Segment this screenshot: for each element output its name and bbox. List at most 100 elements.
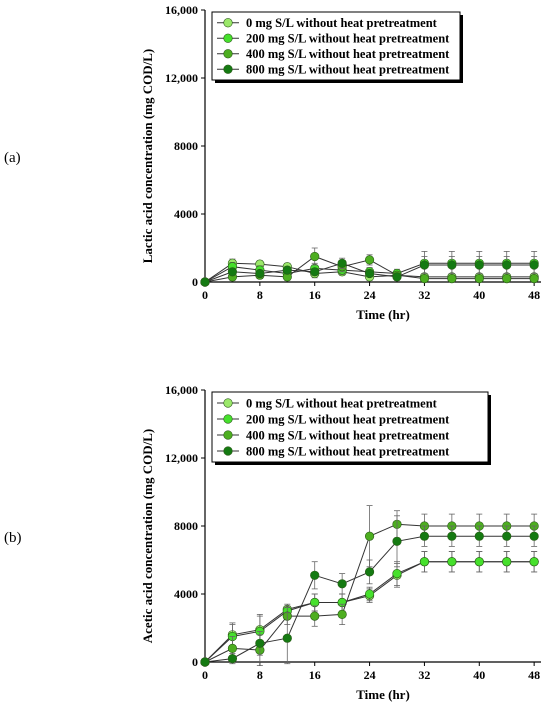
legend-marker <box>223 49 233 59</box>
legend-label: 400 mg S/L without heat pretreatment <box>246 47 450 61</box>
x-tick-label: 24 <box>364 288 376 302</box>
legend: 0 mg S/L without heat pretreatment 200 mg… <box>211 11 463 83</box>
data-point <box>419 531 430 541</box>
x-tick-label: 48 <box>528 668 540 682</box>
data-point <box>227 267 238 277</box>
data-point <box>529 260 539 270</box>
data-point <box>447 557 457 567</box>
data-point <box>502 260 512 270</box>
data-point <box>310 611 320 621</box>
legend-label: 200 mg S/L without heat pretreatment <box>246 412 450 426</box>
x-tick-label: 8 <box>257 288 263 302</box>
data-point <box>474 260 484 270</box>
data-point <box>227 653 238 664</box>
data-point <box>255 638 265 648</box>
data-point <box>364 589 375 599</box>
y-tick-label: 8000 <box>174 139 198 153</box>
y-axis-title: Acetic acid concentration (mg COD/L) <box>140 429 155 643</box>
x-tick-label: 32 <box>418 288 430 302</box>
data-point <box>282 633 292 643</box>
data-point <box>474 531 484 541</box>
data-point <box>310 251 320 262</box>
x-tick-label: 0 <box>202 668 208 682</box>
data-point <box>447 531 457 541</box>
chart-panel-a: (a) 0 4000 8000 12,000 16,000 0 8 16 24 32 40 48 Time… <box>4 3 541 322</box>
data-point <box>337 579 347 589</box>
x-tick-label: 40 <box>473 288 485 302</box>
data-point <box>200 277 210 287</box>
data-point <box>337 258 347 268</box>
legend-label: 200 mg S/L without heat pretreatment <box>246 32 450 46</box>
y-tick-label: 16,000 <box>165 3 198 17</box>
x-axis-title: Time (hr) <box>356 307 410 322</box>
y-tick-label: 4000 <box>174 587 198 601</box>
data-point <box>419 557 430 567</box>
legend-marker <box>223 33 233 43</box>
x-axis-title: Time (hr) <box>356 687 410 702</box>
x-tick-label: 16 <box>309 288 321 302</box>
y-tick-label: 12,000 <box>165 451 198 465</box>
data-point <box>227 643 238 654</box>
legend-marker <box>223 64 233 74</box>
series-2 <box>200 505 539 667</box>
data-point <box>529 274 539 284</box>
y-tick-label: 12,000 <box>165 71 198 85</box>
panel-label: (a) <box>4 150 21 166</box>
x-tick-label: 8 <box>257 668 263 682</box>
data-point <box>364 268 375 279</box>
data-point <box>474 274 484 284</box>
panel-label: (b) <box>4 530 22 546</box>
data-point <box>392 272 402 282</box>
y-tick-label: 4000 <box>174 207 198 221</box>
legend-marker <box>223 430 233 440</box>
data-point <box>447 260 457 270</box>
x-tick-label: 32 <box>418 668 430 682</box>
data-point <box>310 267 320 277</box>
y-tick-label: 0 <box>192 275 198 289</box>
data-point <box>282 265 292 275</box>
legend-label: 800 mg S/L without heat pretreatment <box>246 444 450 458</box>
legend-label: 0 mg S/L without heat pretreatment <box>246 16 438 30</box>
legend-label: 800 mg S/L without heat pretreatment <box>246 63 450 77</box>
data-point <box>200 657 210 667</box>
x-tick-label: 16 <box>309 668 321 682</box>
x-tick-label: 48 <box>528 288 540 302</box>
data-point <box>364 255 375 265</box>
data-point <box>364 531 375 541</box>
x-tick-label: 24 <box>364 668 376 682</box>
series-3 <box>200 256 539 287</box>
y-tick-label: 0 <box>192 655 198 669</box>
data-point <box>337 609 347 620</box>
legend-label: 400 mg S/L without heat pretreatment <box>246 428 450 442</box>
y-tick-label: 8000 <box>174 519 198 533</box>
y-tick-label: 16,000 <box>165 383 198 397</box>
data-point <box>502 557 512 567</box>
data-point <box>474 557 484 567</box>
series-3 <box>200 515 539 667</box>
legend-box <box>211 391 489 463</box>
data-point <box>419 274 430 284</box>
legend-marker <box>223 18 233 28</box>
data-point <box>502 274 512 284</box>
legend-marker <box>223 446 233 456</box>
legend-label: 0 mg S/L without heat pretreatment <box>246 396 438 410</box>
legend: 0 mg S/L without heat pretreatment 200 mg… <box>211 391 491 465</box>
data-point <box>255 268 265 279</box>
legend-box <box>211 11 461 81</box>
data-point <box>529 531 539 541</box>
data-point <box>447 274 457 284</box>
data-point <box>392 568 402 579</box>
chart-panel-b: (b) 0 4000 8000 12,000 16,000 0 8 16 24 32 40 48 Time… <box>4 383 541 702</box>
x-tick-label: 40 <box>473 668 485 682</box>
data-point <box>419 260 430 270</box>
data-point <box>364 567 375 577</box>
x-tick-label: 0 <box>202 288 208 302</box>
data-point <box>310 570 320 580</box>
y-axis-title: Lactic acid concentration (mg COD/L) <box>140 49 155 263</box>
data-point <box>529 557 539 567</box>
data-point <box>392 536 402 546</box>
data-point <box>502 531 512 541</box>
legend-marker <box>223 398 233 408</box>
legend-marker <box>223 414 233 424</box>
